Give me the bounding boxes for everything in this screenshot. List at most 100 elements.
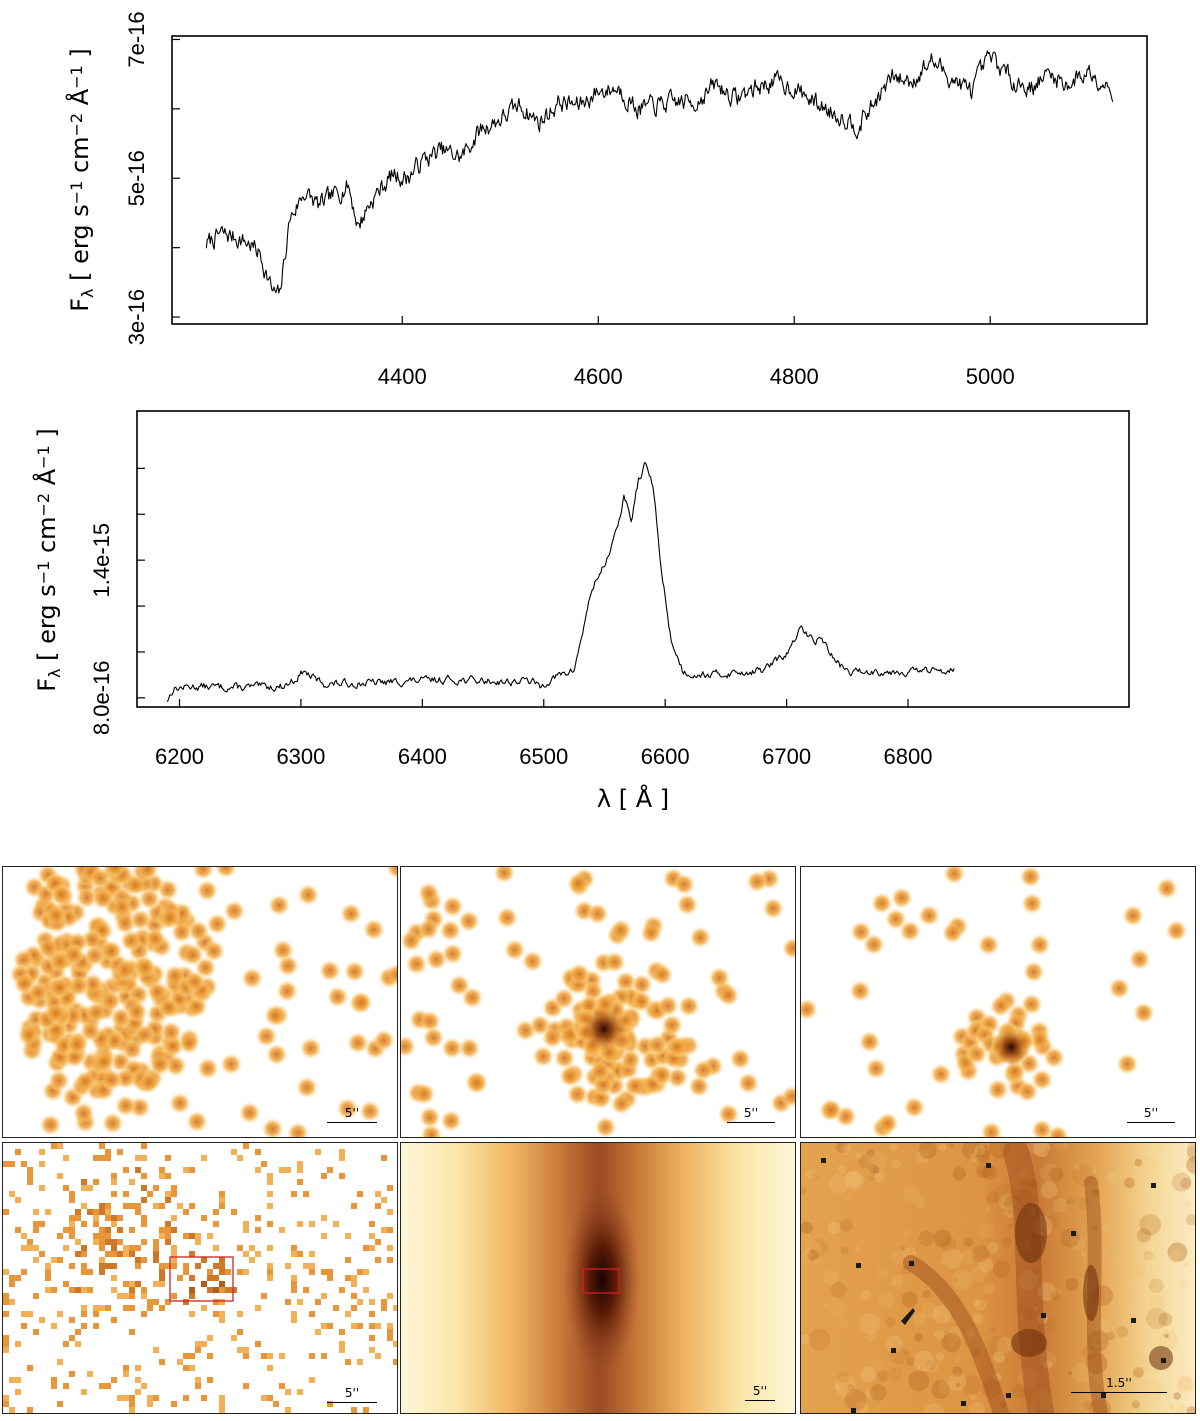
photon-blob	[441, 895, 464, 918]
photon-blob	[223, 900, 246, 923]
count-pixel	[99, 1263, 105, 1269]
texture-blob	[868, 1163, 879, 1174]
photon-blob	[50, 883, 73, 906]
photon-blob	[318, 959, 341, 982]
photon-blob	[146, 980, 169, 1003]
texture-blob	[823, 1270, 839, 1286]
extraction-region-box	[169, 1256, 234, 1302]
count-pixel	[105, 1233, 111, 1239]
photon-blob	[553, 987, 575, 1010]
count-pixel	[135, 1389, 141, 1395]
count-pixel	[105, 1227, 111, 1233]
count-pixel	[153, 1185, 159, 1191]
count-pixel	[3, 1209, 9, 1215]
count-pixel	[213, 1245, 219, 1251]
count-pixel	[69, 1221, 75, 1227]
photon-blob	[820, 1098, 843, 1121]
texture-blob	[914, 1197, 925, 1209]
count-pixel	[219, 1395, 225, 1401]
count-pixel	[9, 1281, 15, 1287]
count-pixel	[129, 1293, 135, 1299]
count-pixel	[183, 1299, 189, 1305]
texture-blob	[987, 1241, 999, 1254]
photon-blob	[350, 991, 373, 1014]
y-axis-label: Fλ [ erg s−1 cm−2 Å−1 ]	[32, 428, 64, 692]
x-tick-label: 6500	[519, 744, 568, 769]
count-pixel	[69, 1371, 75, 1377]
count-pixel	[387, 1257, 393, 1263]
photon-blob	[417, 882, 440, 904]
texture-blob	[978, 1222, 995, 1239]
scale-bar-line	[745, 1400, 775, 1401]
count-pixel	[189, 1293, 195, 1299]
texture-blob	[1043, 1360, 1053, 1370]
count-pixel	[111, 1245, 117, 1251]
texture-blob	[809, 1238, 828, 1257]
count-pixel	[303, 1413, 309, 1414]
star	[1131, 1318, 1136, 1323]
photon-blob	[196, 1057, 219, 1080]
count-pixel	[153, 1347, 159, 1353]
count-pixel	[129, 1227, 135, 1233]
texture-blob	[865, 1330, 878, 1343]
count-pixel	[3, 1269, 9, 1275]
count-pixel	[243, 1347, 249, 1353]
texture-blob	[874, 1172, 885, 1183]
photon-blob	[1122, 904, 1145, 927]
texture-blob	[916, 1149, 930, 1164]
photon-blob	[265, 1043, 288, 1066]
count-pixel	[309, 1311, 315, 1317]
count-pixel	[363, 1407, 369, 1413]
count-pixel	[141, 1257, 147, 1263]
count-pixel	[255, 1305, 261, 1311]
count-pixel	[81, 1263, 87, 1269]
photon-blob	[297, 883, 320, 906]
count-pixel	[297, 1251, 303, 1257]
count-pixel	[51, 1383, 57, 1389]
count-pixel	[21, 1413, 27, 1414]
texture-blob	[1053, 1198, 1068, 1213]
count-pixel	[153, 1299, 159, 1305]
count-pixel	[183, 1365, 189, 1371]
panel-bottom-1: 5''	[2, 1142, 398, 1414]
count-pixel	[111, 1173, 117, 1179]
photon-blob	[346, 1031, 369, 1054]
event-map	[801, 867, 1188, 1137]
count-pixel	[3, 1311, 9, 1317]
photon-blob	[159, 906, 182, 929]
count-pixel	[291, 1251, 297, 1257]
count-pixel	[309, 1221, 315, 1227]
texture-blob	[904, 1230, 910, 1236]
y-axis-label-part: [ erg s	[66, 204, 94, 288]
photon-blob	[532, 1045, 555, 1068]
texture-blob	[824, 1302, 829, 1308]
photon-blob	[138, 888, 161, 910]
scale-bar-label: 5''	[743, 1106, 759, 1120]
texture-blob	[1176, 1376, 1194, 1393]
texture-blob	[801, 1221, 813, 1234]
count-pixel	[183, 1209, 189, 1215]
count-pixel	[111, 1317, 117, 1323]
texture-blob	[865, 1388, 876, 1398]
count-pixel	[135, 1155, 141, 1161]
count-pixel	[87, 1185, 93, 1191]
count-pixel	[93, 1155, 99, 1161]
photon-blob	[214, 867, 237, 879]
count-pixel	[135, 1167, 141, 1173]
photon-blob	[541, 1026, 564, 1049]
count-pixel	[111, 1263, 117, 1269]
photon-blob	[62, 943, 85, 966]
count-pixel	[81, 1389, 87, 1395]
count-pixel	[183, 1167, 189, 1173]
count-pixel	[267, 1221, 273, 1227]
count-pixel	[351, 1305, 357, 1311]
count-pixel	[111, 1287, 117, 1293]
x-tick-label: 6600	[641, 744, 690, 769]
photon-blob	[989, 995, 1012, 1018]
count-pixel	[195, 1233, 201, 1239]
count-pixel	[171, 1215, 177, 1221]
photon-blob	[326, 985, 349, 1008]
count-pixel	[117, 1293, 123, 1299]
texture-blob	[933, 1229, 952, 1248]
texture-blob	[970, 1265, 988, 1282]
